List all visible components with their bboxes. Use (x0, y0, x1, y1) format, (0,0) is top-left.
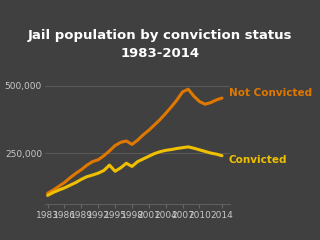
Text: Jail population by conviction status
1983-2014: Jail population by conviction status 198… (28, 29, 292, 60)
Text: Not Convicted: Not Convicted (229, 88, 312, 98)
Text: Convicted: Convicted (229, 155, 287, 165)
